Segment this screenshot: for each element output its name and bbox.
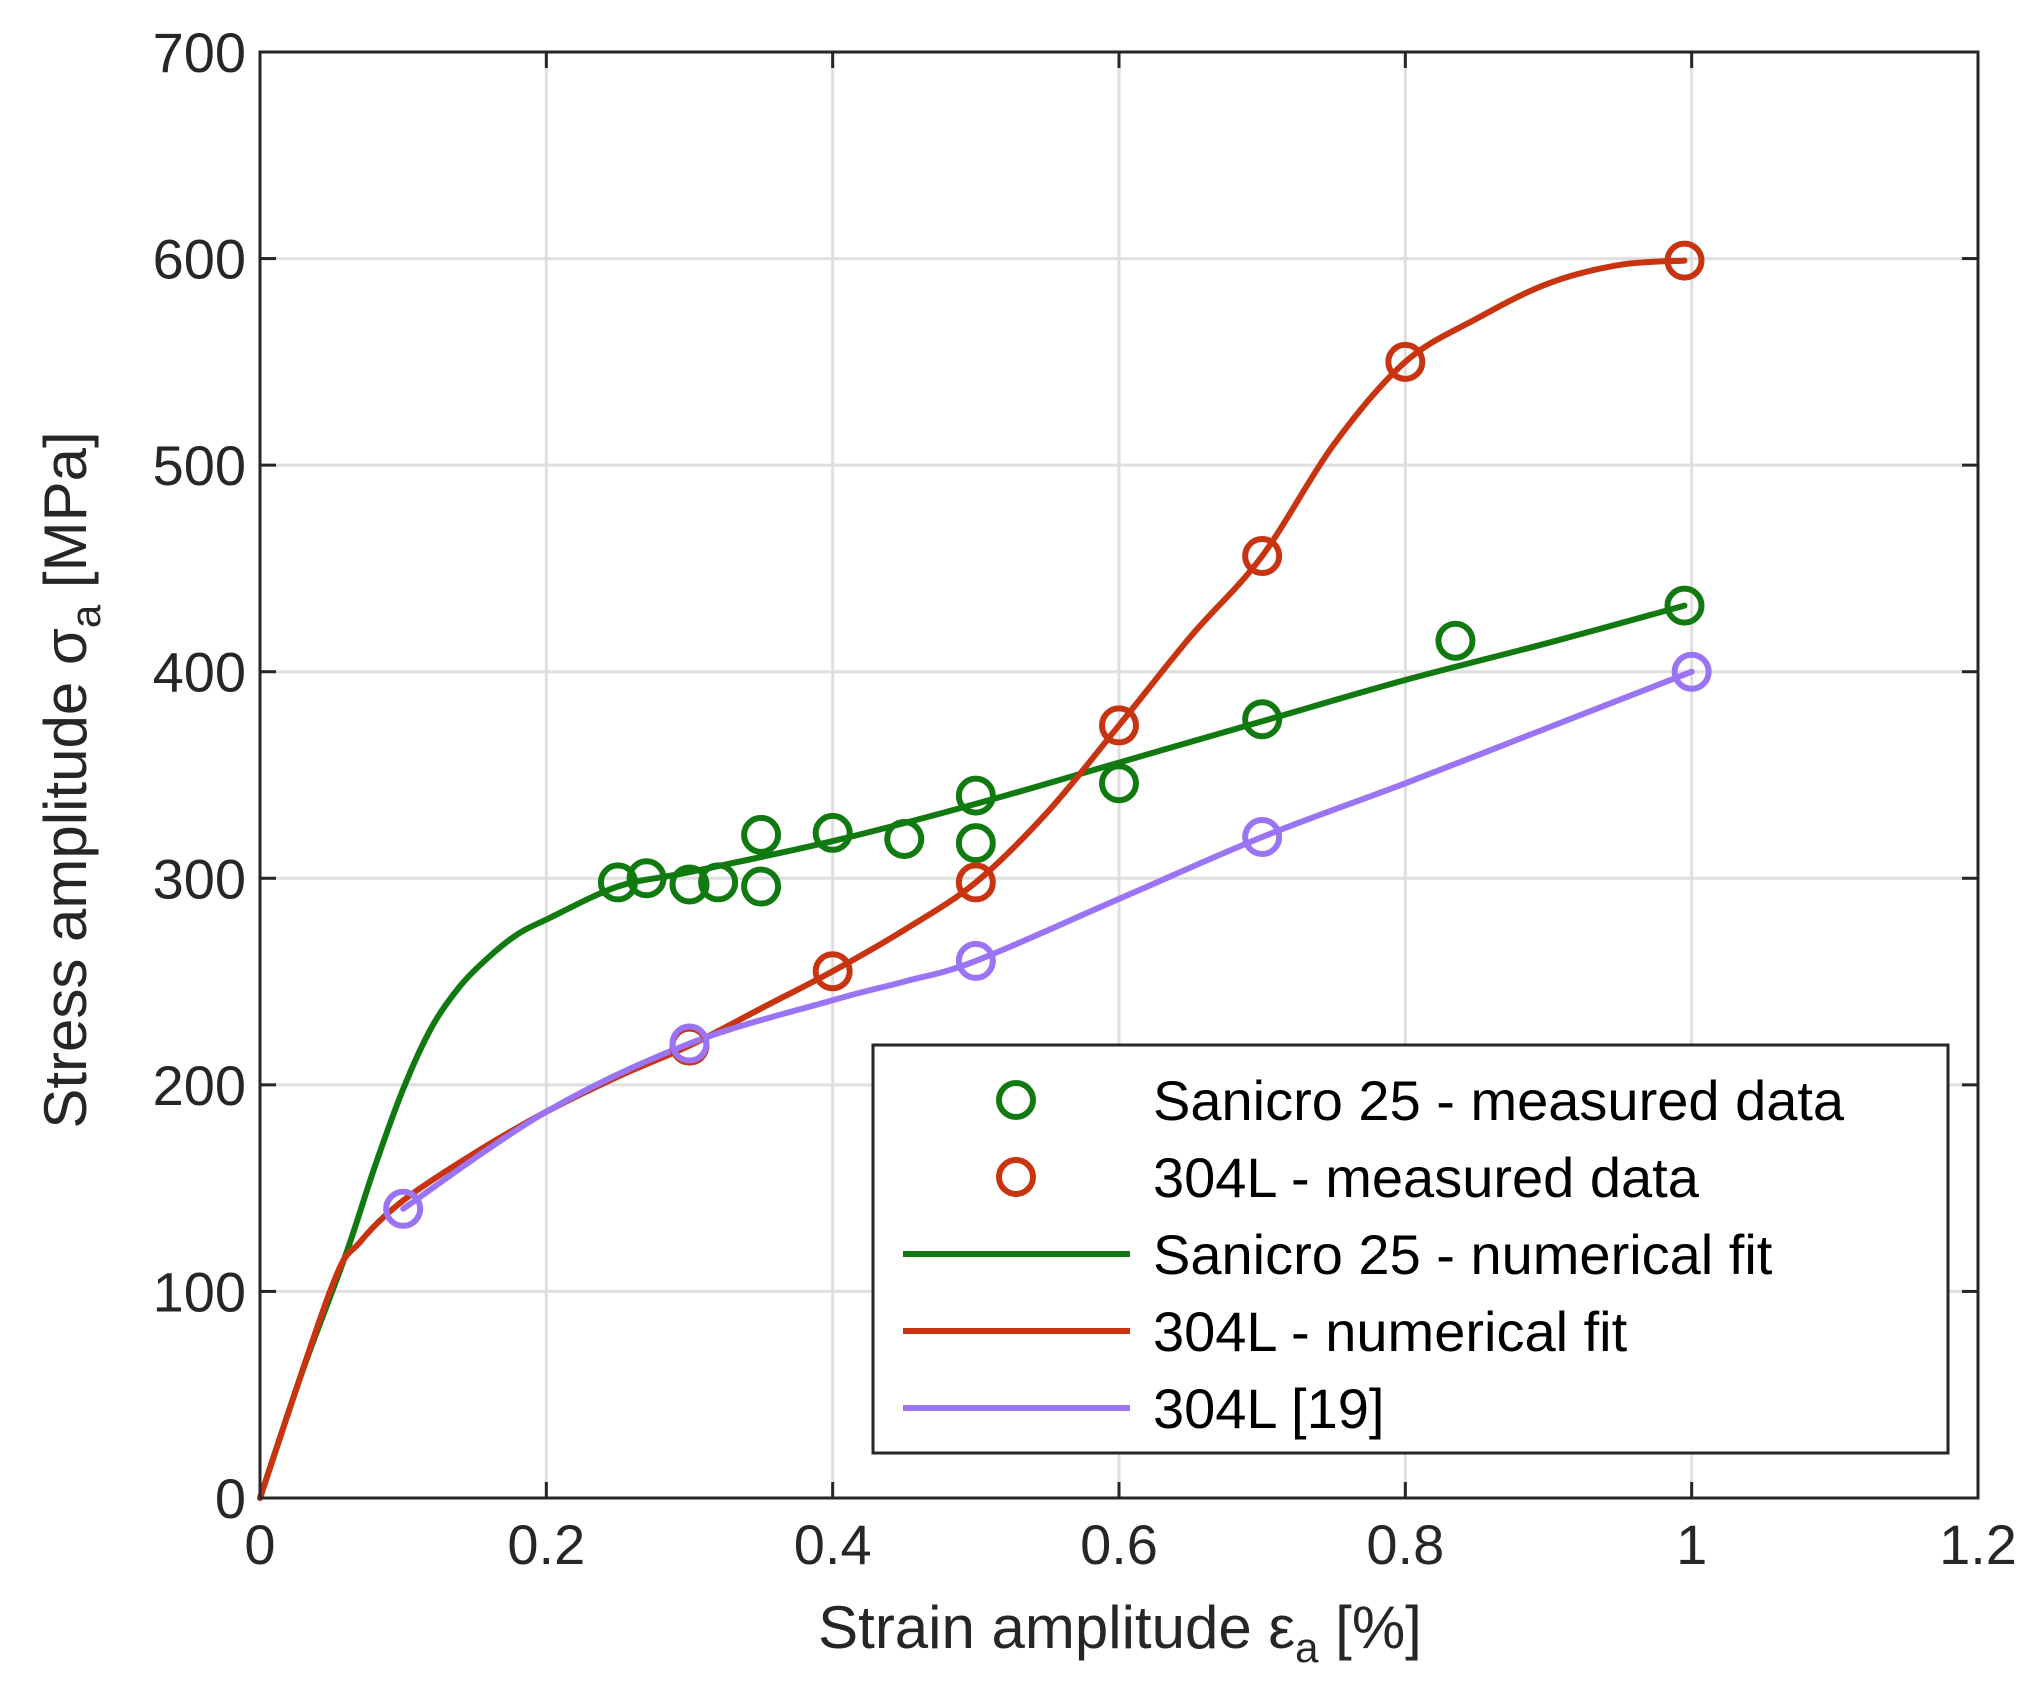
- legend-entry: 304L - numerical fit: [903, 1300, 1628, 1363]
- legend-label: Sanicro 25 - numerical fit: [1153, 1223, 1773, 1286]
- sanicro-25-measured-data-point: [884, 819, 925, 860]
- sanicro-25-numerical-fit-line: [257, 602, 1688, 1501]
- legend-entry: 304L - measured data: [996, 1146, 1700, 1209]
- sanicro-25-measured-data-point: [597, 862, 638, 903]
- sanicro-25-measured-data-point: [955, 823, 996, 864]
- legend: Sanicro 25 - measured data 304L - measure…: [871, 1043, 1950, 1455]
- x-axis-label-unit: [%]: [1318, 1594, 1421, 1661]
- sanicro-25-measured-data-point: [741, 814, 782, 855]
- sanicro-25-measured-data-point: [669, 864, 710, 905]
- 304l-19-point: [1671, 651, 1712, 692]
- sanicro-25-measured-data-point: [741, 866, 782, 907]
- y-tick-label: 700: [153, 21, 246, 84]
- y-tick-label: 500: [153, 434, 246, 497]
- 304l-measured-data-point: [812, 951, 853, 992]
- x-axis-label-main: Strain amplitude ε: [818, 1594, 1295, 1661]
- x-tick-label: 1.2: [1939, 1513, 2017, 1576]
- legend-label: 304L [19]: [1153, 1377, 1384, 1440]
- y-tick-label: 400: [153, 641, 246, 704]
- 304l-19-point: [1242, 816, 1283, 857]
- x-tick-label: 0.8: [1366, 1513, 1444, 1576]
- 304l-19-point: [669, 1023, 710, 1064]
- 304l-measured-data-point: [1664, 240, 1705, 281]
- 304l-19-line: [400, 668, 1695, 1212]
- legend-entry: 304L [19]: [903, 1377, 1384, 1440]
- axes-ticks: [258, 50, 1980, 1500]
- 304l-19-point: [955, 940, 996, 981]
- sanicro-25-measured-data-point: [1664, 585, 1705, 626]
- legend-label: Sanicro 25 - measured data: [1153, 1069, 1845, 1132]
- legend-label: 304L - numerical fit: [1153, 1300, 1628, 1363]
- legend-entry: Sanicro 25 - numerical fit: [903, 1223, 1773, 1286]
- sanicro-25-measured-data-point: [1242, 699, 1283, 740]
- 304l-measured-data-point: [1099, 705, 1139, 746]
- sanicro-25-measured-data-point: [626, 858, 667, 899]
- x-tick-label: 0.4: [794, 1513, 872, 1576]
- x-tick-label: 1: [1676, 1513, 1707, 1576]
- sanicro-25-measured-data-point: [698, 862, 739, 903]
- y-tick-label: 300: [153, 847, 246, 910]
- y-tick-label: 100: [153, 1260, 246, 1323]
- 304l-measured-data-point: [955, 862, 996, 903]
- y-axis-label-subscript: a: [62, 604, 109, 628]
- y-axis-label-unit: [MPa]: [32, 431, 99, 604]
- legend-box: [871, 1043, 1950, 1455]
- legend-label: 304L - measured data: [1153, 1146, 1700, 1209]
- sanicro-25-measured-data-point: [955, 775, 996, 816]
- x-axis-label: Strain amplitude εa [%]: [818, 1594, 1422, 1671]
- legend-marker: [996, 1157, 1036, 1197]
- y-axis-label: Stress amplitude σa [MPa]: [32, 431, 109, 1128]
- 304l-measured-data-point: [1242, 536, 1283, 577]
- y-tick-label: 200: [153, 1054, 246, 1117]
- 304l-measured-data-point: [1385, 341, 1426, 382]
- x-tick-label: 0: [244, 1513, 275, 1576]
- x-tick-labels: 0 0.2 0.4 0.6 0.8 1 1.2: [244, 1513, 2017, 1576]
- x-axis-label-subscript: a: [1295, 1624, 1319, 1671]
- sanicro-25-measured-data-point: [1435, 620, 1476, 661]
- y-tick-label: 0: [215, 1467, 246, 1530]
- y-tick-label: 600: [153, 228, 246, 291]
- legend-entry: Sanicro 25 - measured data: [996, 1069, 1845, 1132]
- x-tick-label: 0.2: [507, 1513, 585, 1576]
- sanicro-25-measured-data-point: [1099, 763, 1139, 804]
- y-axis-label-main: Stress amplitude σ: [32, 628, 99, 1129]
- legend-marker: [996, 1080, 1036, 1120]
- 304l-19-point: [383, 1188, 424, 1229]
- x-tick-label: 0.6: [1080, 1513, 1158, 1576]
- y-tick-labels: 0 100 200 300 400 500 600 700: [153, 21, 246, 1530]
- sanicro-25-measured-data-point: [812, 812, 853, 853]
- plot-area: [257, 240, 1712, 1501]
